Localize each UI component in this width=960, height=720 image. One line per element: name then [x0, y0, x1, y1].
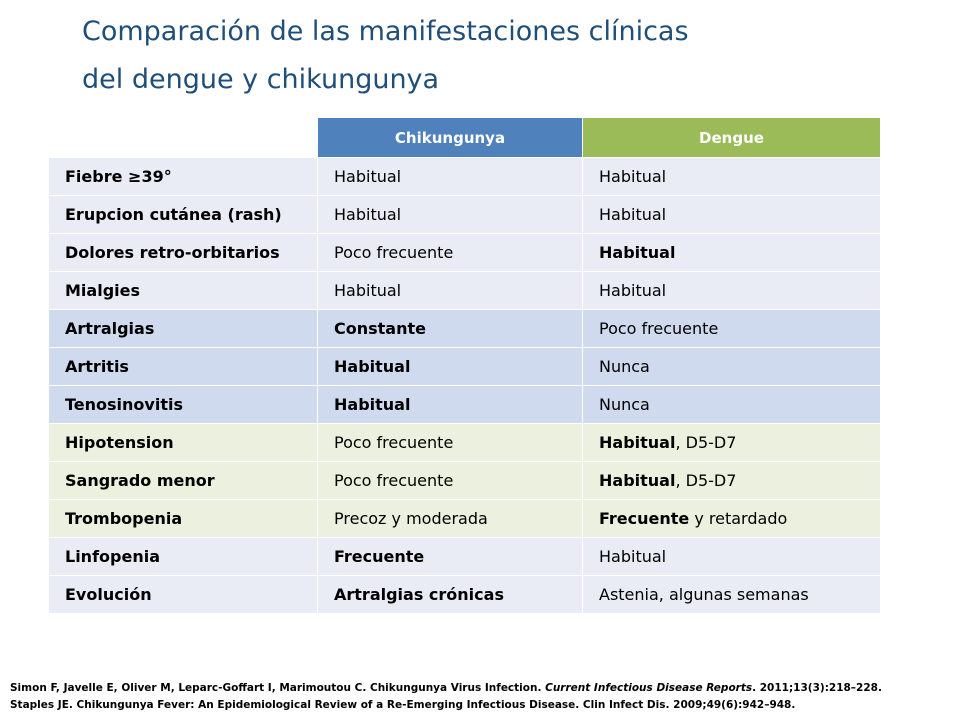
dengue-cell: Habitual	[582, 195, 881, 234]
dengue-cell: Habitual	[582, 233, 881, 272]
table-row: Artritis Habitual Nunca	[48, 347, 881, 386]
chikungunya-cell: Poco frecuente	[317, 233, 583, 272]
header-empty-cell	[48, 117, 318, 158]
dengue-cell: Nunca	[582, 347, 881, 386]
row-label: Evolución	[48, 575, 318, 614]
slide-title-line-2: del dengue y chikungunya	[82, 64, 440, 95]
row-label: Fiebre ≥39°	[48, 157, 318, 196]
dengue-cell-bold: Habitual	[599, 471, 676, 490]
row-label: Sangrado menor	[48, 461, 318, 500]
dengue-cell: Habitual	[582, 157, 881, 196]
dengue-cell: Habitual, D5-D7	[582, 423, 881, 462]
chikungunya-cell: Artralgias crónicas	[317, 575, 583, 614]
row-label: Tenosinovitis	[48, 385, 318, 424]
dengue-cell: Nunca	[582, 385, 881, 424]
table-row: Trombopenia Precoz y moderada Frecuente …	[48, 499, 881, 538]
row-label: Mialgies	[48, 271, 318, 310]
chikungunya-cell: Poco frecuente	[317, 423, 583, 462]
table-row: Artralgias Constante Poco frecuente	[48, 309, 881, 348]
row-label: Erupcion cutánea (rash)	[48, 195, 318, 234]
chikungunya-cell: Habitual	[317, 195, 583, 234]
reference-1-authors: Simon F, Javelle E, Oliver M, Leparc-Gof…	[10, 682, 546, 694]
chikungunya-cell: Habitual	[317, 347, 583, 386]
row-label: Trombopenia	[48, 499, 318, 538]
chikungunya-cell: Poco frecuente	[317, 461, 583, 500]
dengue-cell: Habitual, D5-D7	[582, 461, 881, 500]
table-row: Erupcion cutánea (rash) Habitual Habitua…	[48, 195, 881, 234]
dengue-cell-bold: Habitual	[599, 433, 676, 452]
dengue-cell: Frecuente y retardado	[582, 499, 881, 538]
reference-2: Staples JE. Chikungunya Fever: An Epidem…	[10, 699, 796, 711]
comparison-table: Chikungunya Dengue Fiebre ≥39° Habitual …	[48, 117, 881, 614]
dengue-cell: Habitual	[582, 537, 881, 576]
header-dengue: Dengue	[582, 117, 881, 158]
chikungunya-cell: Constante	[317, 309, 583, 348]
chikungunya-cell: Precoz y moderada	[317, 499, 583, 538]
table-row: Evolución Artralgias crónicas Astenia, a…	[48, 575, 881, 614]
header-chikungunya: Chikungunya	[317, 117, 583, 158]
chikungunya-cell: Habitual	[317, 385, 583, 424]
dengue-cell-bold: Frecuente	[599, 509, 690, 528]
table-row: Tenosinovitis Habitual Nunca	[48, 385, 881, 424]
dengue-cell-suffix: , D5-D7	[675, 433, 737, 452]
references: Simon F, Javelle E, Oliver M, Leparc-Gof…	[10, 680, 955, 714]
table-row: Fiebre ≥39° Habitual Habitual	[48, 157, 881, 196]
table-row: Mialgies Habitual Habitual	[48, 271, 881, 310]
table-row: Sangrado menor Poco frecuente Habitual, …	[48, 461, 881, 500]
dengue-cell: Astenia, algunas semanas	[582, 575, 881, 614]
dengue-cell: Poco frecuente	[582, 309, 881, 348]
row-label: Artralgias	[48, 309, 318, 348]
row-label: Dolores retro-orbitarios	[48, 233, 318, 272]
chikungunya-cell: Habitual	[317, 271, 583, 310]
chikungunya-cell: Habitual	[317, 157, 583, 196]
reference-1-citation: . 2011;13(3):218–228.	[752, 682, 882, 694]
table-row: Hipotension Poco frecuente Habitual, D5-…	[48, 423, 881, 462]
table-row: Dolores retro-orbitarios Poco frecuente …	[48, 233, 881, 272]
slide-title-line-1: Comparación de las manifestaciones clíni…	[82, 16, 689, 47]
slide-title: Comparación de las manifestaciones clíni…	[82, 8, 689, 104]
row-label: Hipotension	[48, 423, 318, 462]
table-header-row: Chikungunya Dengue	[48, 117, 881, 158]
chikungunya-cell: Frecuente	[317, 537, 583, 576]
table-row: Linfopenia Frecuente Habitual	[48, 537, 881, 576]
dengue-cell-suffix: y retardado	[689, 509, 788, 528]
dengue-cell-suffix: , D5-D7	[675, 471, 737, 490]
row-label: Artritis	[48, 347, 318, 386]
dengue-cell: Habitual	[582, 271, 881, 310]
reference-1: Simon F, Javelle E, Oliver M, Leparc-Gof…	[10, 680, 955, 697]
row-label: Linfopenia	[48, 537, 318, 576]
reference-1-journal: Current Infectious Disease Reports	[545, 682, 753, 694]
